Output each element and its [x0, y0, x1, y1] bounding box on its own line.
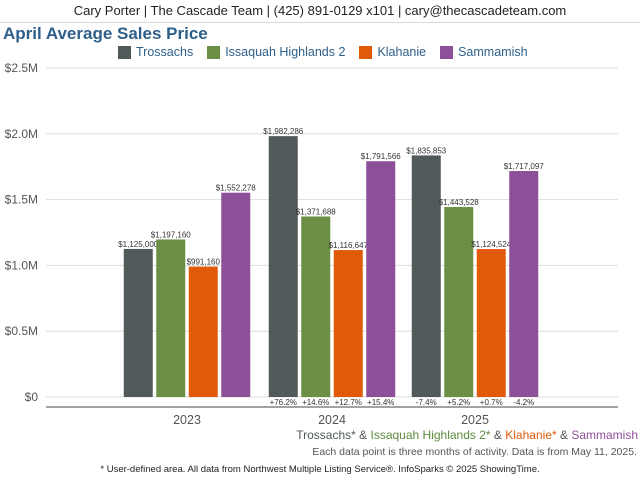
bar-klahanie-2025: [476, 249, 506, 397]
chart-legend: Trossachs Issaquah Highlands 2 Klahanie …: [118, 45, 528, 59]
data-label: $1,717,097: [504, 162, 545, 171]
legend-swatch: [440, 45, 454, 59]
data-label: $1,125,000: [118, 240, 159, 249]
change-label: +0.7%: [480, 398, 503, 407]
area-name: Issaquah Highlands 2*: [370, 428, 491, 442]
area-name: Klahanie*: [505, 428, 557, 442]
data-label: $1,443,528: [439, 198, 480, 207]
bar-issaquah-highlands-2-2025: [444, 207, 474, 397]
bar-klahanie-2024: [333, 250, 363, 397]
legend-label: Issaquah Highlands 2: [225, 45, 346, 59]
legend-item-sammamish[interactable]: Sammamish: [440, 45, 528, 59]
y-tick-label: $2.0M: [5, 127, 38, 141]
change-label: +5.2%: [447, 398, 470, 407]
y-tick-label: $2.5M: [5, 61, 38, 75]
change-label: +14.6%: [302, 398, 329, 407]
data-label: $1,116,647: [329, 241, 369, 250]
legend-label: Trossachs: [136, 45, 194, 59]
x-tick-label: 2025: [461, 413, 489, 427]
area-separator: &: [490, 428, 506, 442]
legend-label: Klahanie: [377, 45, 427, 59]
legend-item-klahanie[interactable]: Klahanie: [359, 45, 426, 59]
change-label: +76.2%: [270, 398, 297, 407]
data-note: Each data point is three months of activ…: [312, 446, 637, 458]
data-label: $1,835,853: [406, 146, 447, 155]
bar-klahanie-2023: [188, 266, 218, 397]
area-separator: &: [556, 428, 572, 442]
bar-sammamish-2024: [366, 161, 396, 397]
y-tick-label: $1.5M: [5, 193, 38, 207]
disclaimer: * User-defined area. All data from North…: [100, 464, 540, 475]
bar-trossachs-2023: [123, 248, 153, 397]
bar-issaquah-highlands-2-2023: [156, 239, 186, 397]
y-tick-label: $1.0M: [5, 258, 38, 272]
legend-label: Sammamish: [458, 45, 528, 59]
y-tick-label: $0: [25, 390, 39, 404]
change-label: +12.7%: [335, 398, 362, 407]
data-label: $1,791,566: [361, 152, 402, 161]
data-label: $991,160: [187, 258, 221, 267]
bar-trossachs-2025: [411, 155, 441, 397]
data-label: $1,124,524: [471, 240, 512, 249]
bar-sammamish-2025: [509, 171, 539, 397]
x-tick-label: 2024: [318, 413, 346, 427]
change-label: -7.4%: [416, 398, 437, 407]
bar-issaquah-highlands-2-2024: [301, 216, 331, 397]
legend-swatch: [359, 45, 373, 59]
change-label: +15.4%: [367, 398, 394, 407]
bar-sammamish-2023: [221, 192, 251, 397]
data-label: $1,552,278: [216, 184, 257, 193]
area-name: Sammamish: [571, 428, 638, 442]
data-label: $1,197,160: [151, 230, 192, 239]
change-label: -4.2%: [513, 398, 534, 407]
legend-swatch: [118, 45, 131, 59]
area-list: Trossachs* & Issaquah Highlands 2* & Kla…: [296, 428, 638, 442]
bar-trossachs-2024: [268, 136, 298, 397]
data-label: $1,982,286: [263, 127, 304, 136]
legend-swatch: [207, 45, 221, 59]
area-name: Trossachs*: [296, 428, 356, 442]
chart-title: April Average Sales Price: [3, 24, 208, 43]
area-separator: &: [355, 428, 371, 442]
x-tick-label: 2023: [173, 413, 201, 427]
data-label: $1,371,688: [296, 207, 337, 216]
y-tick-label: $0.5M: [5, 324, 38, 338]
header-contact-bar: Cary Porter | The Cascade Team | (425) 8…: [0, 0, 640, 23]
legend-item-trossachs[interactable]: Trossachs: [118, 45, 193, 59]
legend-item-issaquah-highlands[interactable]: Issaquah Highlands 2: [207, 45, 345, 59]
